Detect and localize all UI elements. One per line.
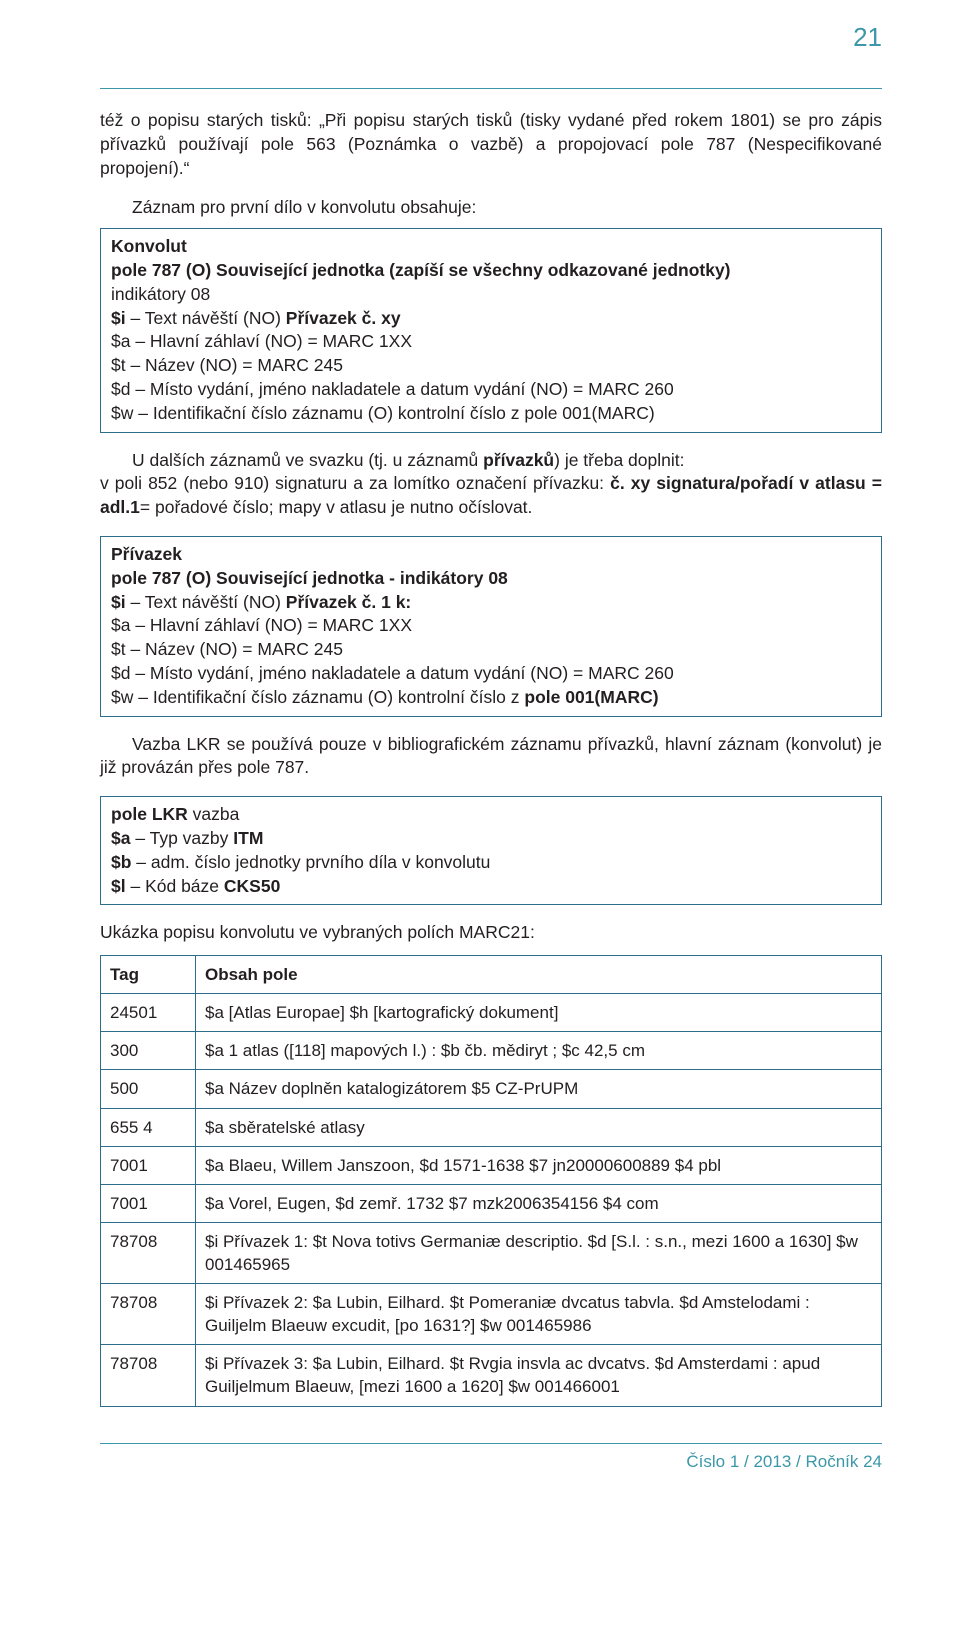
box3-b: $b	[111, 852, 131, 872]
table-row: 78708$i Přívazek 1: $t Nova totivs Germa…	[101, 1222, 882, 1283]
cell-tag: 78708	[101, 1345, 196, 1406]
paragraph-5: Ukázka popisu konvolutu ve vybraných pol…	[100, 921, 882, 945]
document-page: 21 též o popisu starých tisků: „Při popi…	[0, 0, 960, 1511]
box3-l-txt: – Kód báze	[126, 876, 224, 896]
page-footer: Číslo 1 / 2013 / Ročník 24	[100, 1443, 882, 1473]
box2-d: $d – Místo vydání, jméno nakladatele a d…	[111, 662, 871, 686]
box2-i-txt: – Text návěští (NO)	[126, 592, 286, 612]
table-row: 7001$a Blaeu, Willem Janszoon, $d 1571-1…	[101, 1146, 882, 1184]
p3c: ) je třeba doplnit:	[554, 450, 684, 470]
cell-tag: 24501	[101, 994, 196, 1032]
box1-ind: indikátory 08	[111, 283, 871, 307]
table-row: 7001$a Vorel, Eugen, $d zemř. 1732 $7 mz…	[101, 1184, 882, 1222]
box1-t: $t – Název (NO) = MARC 245	[111, 354, 871, 378]
box1-d: $d – Místo vydání, jméno nakladatele a d…	[111, 378, 871, 402]
box3-l: $l	[111, 876, 126, 896]
cell-val: $a sběratelské atlasy	[196, 1108, 882, 1146]
box2-t: $t – Název (NO) = MARC 245	[111, 638, 871, 662]
box1-field: pole 787 (O) Související jednotka (zapíš…	[111, 260, 731, 280]
cell-tag: 500	[101, 1070, 196, 1108]
box2-title: Přívazek	[111, 544, 182, 564]
th-obsah: Obsah pole	[196, 956, 882, 994]
paragraph-3: U dalších záznamů ve svazku (tj. u zázna…	[100, 449, 882, 520]
page-number: 21	[853, 20, 882, 55]
p3b: přívazků	[483, 450, 554, 470]
table-row: 500$a Název doplněn katalogizátorem $5 C…	[101, 1070, 882, 1108]
box3-lkr: pole LKR	[111, 804, 188, 824]
box1-a: $a – Hlavní záhlaví (NO) = MARC 1XX	[111, 330, 871, 354]
cell-val: $i Přívazek 2: $a Lubin, Eilhard. $t Pom…	[196, 1284, 882, 1345]
table-row: 78708$i Přívazek 2: $a Lubin, Eilhard. $…	[101, 1284, 882, 1345]
box3-a-txt: – Typ vazby	[130, 828, 233, 848]
cell-val: $a 1 atlas ([118] mapových l.) : $b čb. …	[196, 1032, 882, 1070]
box1-title: Konvolut	[111, 236, 187, 256]
box1-i: $i	[111, 308, 126, 328]
paragraph-4: Vazba LKR se používá pouze v bibliografi…	[100, 733, 882, 781]
cell-val: $a [Atlas Europae] $h [kartografický dok…	[196, 994, 882, 1032]
box3-b-txt: – adm. číslo jednotky prvního díla v kon…	[131, 852, 490, 872]
top-rule	[100, 88, 882, 89]
box2-field: pole 787 (O) Související jednotka - indi…	[111, 568, 508, 588]
box1-i-val: Přívazek č. xy	[286, 308, 401, 328]
box2-w-b: pole 001(MARC)	[524, 687, 658, 707]
cell-val: $a Blaeu, Willem Janszoon, $d 1571-1638 …	[196, 1146, 882, 1184]
cell-val: $a Název doplněn katalogizátorem $5 CZ-P…	[196, 1070, 882, 1108]
box3-a: $a	[111, 828, 130, 848]
box2-i: $i	[111, 592, 126, 612]
box3-l-val: CKS50	[224, 876, 280, 896]
paragraph-1: též o popisu starých tisků: „Při popisu …	[100, 109, 882, 180]
box2-w: $w – Identifikační číslo záznamu (O) kon…	[111, 687, 524, 707]
p3d: v poli 852 (nebo 910) signaturu a za lom…	[100, 473, 610, 493]
box2-a: $a – Hlavní záhlaví (NO) = MARC 1XX	[111, 614, 871, 638]
cell-tag: 7001	[101, 1184, 196, 1222]
box3-vazba: vazba	[188, 804, 240, 824]
cell-val: $i Přívazek 3: $a Lubin, Eilhard. $t Rvg…	[196, 1345, 882, 1406]
table-row: 300$a 1 atlas ([118] mapových l.) : $b č…	[101, 1032, 882, 1070]
box3-a-val: ITM	[233, 828, 263, 848]
cell-val: $a Vorel, Eugen, $d zemř. 1732 $7 mzk200…	[196, 1184, 882, 1222]
box-lkr: pole LKR vazba $a – Typ vazby ITM $b – a…	[100, 796, 882, 905]
p3f: = pořadové číslo; mapy v atlasu je nutno…	[140, 497, 533, 517]
marc-table: Tag Obsah pole 24501$a [Atlas Europae] $…	[100, 955, 882, 1406]
cell-tag: 78708	[101, 1284, 196, 1345]
paragraph-2: Záznam pro první dílo v konvolutu obsahu…	[100, 196, 882, 220]
table-row: 78708$i Přívazek 3: $a Lubin, Eilhard. $…	[101, 1345, 882, 1406]
box1-i-txt: – Text návěští (NO)	[126, 308, 286, 328]
cell-tag: 78708	[101, 1222, 196, 1283]
table-row: 655 4$a sběratelské atlasy	[101, 1108, 882, 1146]
cell-tag: 655 4	[101, 1108, 196, 1146]
table-row: 24501$a [Atlas Europae] $h [kartografick…	[101, 994, 882, 1032]
p3a: U dalších záznamů ve svazku (tj. u zázna…	[132, 450, 483, 470]
th-tag: Tag	[101, 956, 196, 994]
cell-tag: 7001	[101, 1146, 196, 1184]
cell-val: $i Přívazek 1: $t Nova totivs Germaniæ d…	[196, 1222, 882, 1283]
box-konvolut: Konvolut pole 787 (O) Související jednot…	[100, 228, 882, 432]
table-header-row: Tag Obsah pole	[101, 956, 882, 994]
box2-i-val: Přívazek č. 1 k:	[286, 592, 412, 612]
box-privazek: Přívazek pole 787 (O) Související jednot…	[100, 536, 882, 717]
box1-w: $w – Identifikační číslo záznamu (O) kon…	[111, 402, 871, 426]
cell-tag: 300	[101, 1032, 196, 1070]
